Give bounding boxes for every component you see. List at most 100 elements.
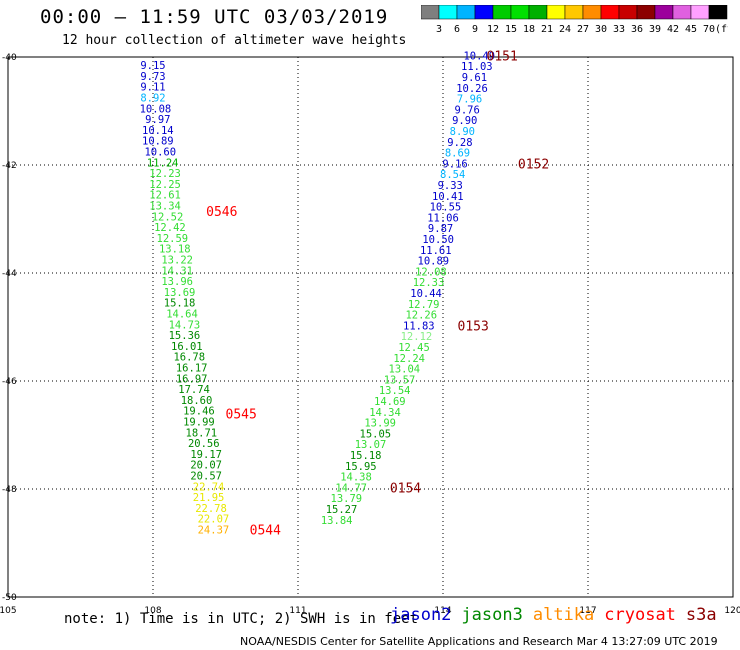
legend-item-cryosat: cryosat <box>604 605 676 625</box>
x-tick-label: 105 <box>0 606 17 616</box>
wave-height-point: 8.69 <box>445 148 470 160</box>
wave-height-point: 10.89 <box>142 136 174 148</box>
wave-height-point: 13.07 <box>355 439 387 451</box>
wave-height-point: 10.55 <box>430 202 462 214</box>
credit-line: NOAA/NESDIS Center for Satellite Applica… <box>240 635 718 648</box>
wave-height-point: 16.17 <box>176 363 208 375</box>
wave-height-point: 9.90 <box>452 115 477 127</box>
wave-height-point: 9.11 <box>140 82 165 94</box>
pass-time-label: 0545 <box>226 407 257 422</box>
scale-tick-label: 36 <box>631 24 643 35</box>
pass-time-label: 0154 <box>390 481 421 496</box>
wave-height-point: 14.64 <box>166 309 198 321</box>
wave-height-point: 12.79 <box>408 299 440 311</box>
wave-height-point: 10.60 <box>144 147 176 159</box>
scale-tick-label: 70 <box>703 24 715 35</box>
wave-height-point: 10.49 <box>463 50 495 62</box>
wave-height-point: 14.73 <box>169 319 201 331</box>
wave-height-point: 18.60 <box>181 395 213 407</box>
wave-height-point: 12.08 <box>415 266 447 278</box>
chart-title: 00:00 – 11:59 UTC 03/03/2019 <box>40 6 389 28</box>
scale-tick-label: 39 <box>649 24 661 35</box>
wave-height-point: 16.78 <box>173 352 205 364</box>
wave-height-point: 12.59 <box>157 233 189 245</box>
wave-height-point: 8.54 <box>440 169 465 181</box>
wave-height-point: 8.92 <box>140 93 165 105</box>
wave-height-point: 14.38 <box>340 472 372 484</box>
scale-tick-label: 21 <box>541 24 553 35</box>
wave-height-point: 15.27 <box>326 504 358 516</box>
wave-height-point: 13.99 <box>364 418 396 430</box>
wave-height-point: 14.31 <box>161 265 193 277</box>
wave-height-point: 11.24 <box>147 157 179 169</box>
pass-time-label: 0546 <box>206 205 237 220</box>
scale-tick-label: 9 <box>472 24 478 35</box>
wave-height-point: 12.26 <box>405 310 437 322</box>
wave-height-point: 9.16 <box>442 158 467 170</box>
wave-height-point: 15.36 <box>169 330 201 342</box>
wave-height-point: 16.97 <box>176 373 208 385</box>
wave-height-point: 10.14 <box>142 125 174 137</box>
wave-height-point: 11.06 <box>427 212 459 224</box>
x-tick-label: 108 <box>144 606 161 616</box>
wave-height-point: 13.34 <box>149 201 181 213</box>
wave-height-point: 14.34 <box>369 407 401 419</box>
legend-item-altika: altika <box>532 605 595 625</box>
wave-height-point: 20.57 <box>190 471 222 483</box>
wave-height-point: 7.96 <box>457 94 482 106</box>
wave-height-point: 13.79 <box>331 493 363 505</box>
pass-time-label: 0153 <box>458 319 489 334</box>
scale-tick-label: 33 <box>613 24 625 35</box>
legend-item-jason2: jason2 <box>390 605 452 625</box>
chart-subtitle: 12 hour collection of altimeter wave hei… <box>62 33 407 48</box>
wave-height-point: 12.12 <box>401 331 433 343</box>
wave-height-point: 9.76 <box>455 104 480 116</box>
scale-tick-label: 18 <box>523 24 535 35</box>
scale-tick-label: 30 <box>595 24 607 35</box>
pass-time-label: 0544 <box>250 524 281 539</box>
wave-height-point: 12.42 <box>154 222 186 234</box>
y-tick-label: -48 <box>2 485 17 495</box>
wave-height-point: 9.87 <box>428 223 453 235</box>
wave-height-point: 12.25 <box>149 179 181 191</box>
wave-height-point: 12.61 <box>149 190 181 202</box>
wave-height-point: 18.71 <box>186 427 218 439</box>
wave-height-point: 10.50 <box>422 234 454 246</box>
wave-height-point: 10.89 <box>418 256 450 268</box>
legend-item-jason3: jason3 <box>461 605 523 625</box>
scale-tick-label: 27 <box>577 24 589 35</box>
wave-height-point: 19.17 <box>190 449 222 461</box>
y-tick-label: -40 <box>2 53 17 63</box>
plot-frame <box>7 56 734 598</box>
wave-height-point: 12.33 <box>413 277 445 289</box>
wave-height-point: 20.07 <box>190 460 222 472</box>
note-text: note: 1) Time is in UTC; 2) SWH is in fe… <box>64 611 419 627</box>
wave-height-point: 11.83 <box>403 320 435 332</box>
y-tick-label: -50 <box>2 593 17 603</box>
wave-height-point: 12.45 <box>398 342 430 354</box>
scale-tick-label: 12 <box>487 24 499 35</box>
wave-height-point: 12.24 <box>393 353 425 365</box>
pass-time-label: 0151 <box>487 49 518 64</box>
wave-height-point: 14.77 <box>335 482 367 494</box>
x-tick-label: 120 <box>724 606 740 616</box>
wave-height-point: 9.97 <box>145 114 170 126</box>
wave-height-point: 9.33 <box>438 180 463 192</box>
x-tick-label: 114 <box>434 606 451 616</box>
wave-height-point: 9.61 <box>462 72 487 84</box>
wave-height-point: 10.44 <box>410 288 442 300</box>
wave-height-point: 22.78 <box>195 503 227 515</box>
wave-height-point: 22.07 <box>198 514 230 526</box>
wave-height-point: 22.74 <box>193 481 225 493</box>
scale-tick-label: 24 <box>559 24 571 35</box>
wave-height-point: 11.03 <box>461 61 493 73</box>
wave-height-point: 13.54 <box>379 385 411 397</box>
wave-height-point: 13.69 <box>164 287 196 299</box>
wave-height-point: 24.37 <box>198 525 230 537</box>
x-tick-label: 111 <box>289 606 306 616</box>
wave-height-point: 12.52 <box>152 211 184 223</box>
scale-tick-label: 3 <box>436 24 442 35</box>
wave-height-point: 15.18 <box>164 298 196 310</box>
wave-height-point: 9.73 <box>140 71 165 83</box>
